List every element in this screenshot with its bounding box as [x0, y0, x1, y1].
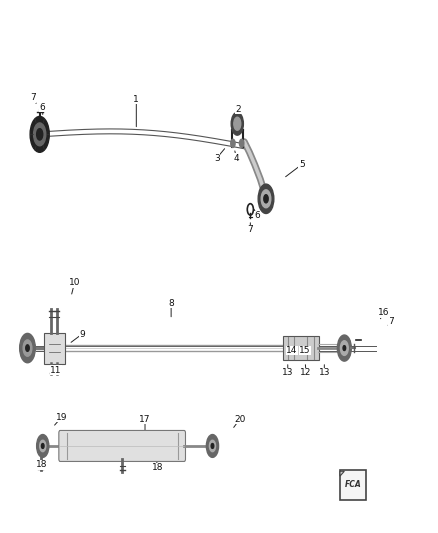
Text: 3: 3 — [214, 154, 220, 163]
Text: 13: 13 — [282, 368, 293, 377]
Circle shape — [209, 440, 215, 451]
Text: 1: 1 — [134, 95, 139, 104]
FancyBboxPatch shape — [339, 471, 366, 500]
Text: 19: 19 — [56, 413, 67, 422]
Circle shape — [30, 116, 49, 152]
Text: 15: 15 — [300, 346, 311, 355]
Circle shape — [26, 345, 29, 351]
Text: 7: 7 — [30, 93, 35, 102]
Circle shape — [240, 139, 244, 148]
Circle shape — [231, 139, 235, 148]
Text: 2: 2 — [236, 104, 241, 114]
Circle shape — [37, 434, 49, 457]
Text: 13: 13 — [318, 368, 330, 377]
Circle shape — [37, 128, 43, 140]
Text: 10: 10 — [69, 278, 80, 287]
Circle shape — [42, 443, 44, 448]
Circle shape — [211, 443, 214, 448]
Circle shape — [261, 190, 271, 208]
Text: 7: 7 — [388, 317, 394, 326]
Text: 17: 17 — [139, 415, 151, 424]
Text: 12: 12 — [300, 368, 312, 377]
Text: 5: 5 — [299, 160, 304, 169]
Text: 4: 4 — [233, 154, 239, 163]
Circle shape — [343, 345, 346, 351]
Circle shape — [23, 340, 32, 356]
Text: 20: 20 — [234, 415, 246, 424]
Circle shape — [258, 184, 274, 214]
Text: 14: 14 — [286, 346, 298, 355]
Text: 7: 7 — [247, 225, 253, 235]
Text: FCA: FCA — [345, 480, 361, 489]
Circle shape — [40, 440, 46, 451]
Circle shape — [206, 434, 219, 457]
Circle shape — [231, 112, 244, 135]
Circle shape — [20, 333, 35, 363]
Circle shape — [340, 341, 348, 356]
Text: 18: 18 — [35, 460, 47, 469]
FancyBboxPatch shape — [45, 333, 65, 364]
Text: 6: 6 — [40, 103, 46, 112]
Text: 16: 16 — [378, 309, 389, 318]
Text: 11: 11 — [50, 366, 62, 375]
Circle shape — [234, 117, 241, 130]
Circle shape — [34, 123, 46, 146]
Circle shape — [337, 335, 351, 361]
FancyBboxPatch shape — [283, 336, 319, 360]
Text: 8: 8 — [168, 298, 174, 308]
Polygon shape — [340, 471, 344, 476]
Text: 18: 18 — [152, 464, 164, 472]
Circle shape — [264, 195, 268, 203]
Text: 9: 9 — [79, 330, 85, 338]
Text: 6: 6 — [254, 212, 260, 221]
FancyBboxPatch shape — [59, 431, 185, 462]
